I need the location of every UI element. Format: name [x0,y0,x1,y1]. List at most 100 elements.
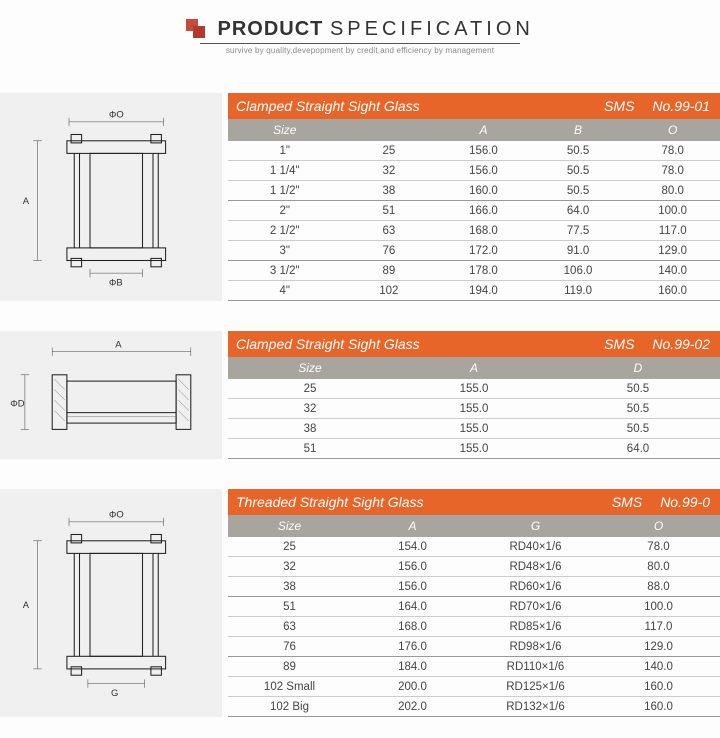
table-row: 2"51166.064.0100.0 [228,201,720,221]
table-cell: RD98×1/6 [474,641,597,653]
col-header: O [597,519,720,533]
table-cell: 78.0 [625,165,720,177]
table-cell: 155.0 [392,423,556,435]
col-header: B [531,123,626,137]
table-cell: 156.0 [436,165,531,177]
table-cell: 168.0 [351,621,474,633]
table-2-no: No.99-02 [652,336,710,352]
table-cell: 168.0 [436,225,531,237]
col-header: Size [228,123,342,137]
table-cell: 88.0 [597,581,720,593]
col-header: A [436,123,531,137]
diagram-3: ΦO A G [0,489,222,717]
dim-label-d2: ΦD [10,399,25,410]
table-3-body: 25154.0RD40×1/678.032156.0RD48×1/680.038… [228,537,720,717]
table-cell: 156.0 [351,561,474,573]
table-cell: 4" [228,285,342,297]
table-row: 32155.050.5 [228,399,720,419]
table-cell: 172.0 [436,245,531,257]
table-row: 102 Big202.0RD132×1/6160.0 [228,697,720,717]
table-row: 38155.050.5 [228,419,720,439]
table-cell: RD40×1/6 [474,541,597,553]
table-cell: 1 1/2" [228,185,342,197]
table-cell: 50.5 [556,403,720,415]
table-2-title: Clamped Straight Sight Glass [236,336,604,352]
table-cell: RD132×1/6 [474,701,597,713]
table-cell: RD85×1/6 [474,621,597,633]
col-header: A [351,519,474,533]
table-2-body: 25155.050.532155.050.538155.050.551155.0… [228,379,720,459]
table-cell: 50.5 [556,383,720,395]
table-2-head: SizeAD [228,357,720,379]
table-cell: RD48×1/6 [474,561,597,573]
table-cell: 156.0 [436,145,531,157]
table-cell: 160.0 [625,285,720,297]
table-1-title: Clamped Straight Sight Glass [236,98,604,114]
table-cell: 76 [228,641,351,653]
col-header: G [474,519,597,533]
table-cell: 102 Small [228,681,351,693]
table-cell: 160.0 [597,681,720,693]
table-row: 51155.064.0 [228,439,720,459]
table-cell: 78.0 [625,145,720,157]
dim-label-o3: ΦO [109,510,124,521]
table-row: 76176.0RD98×1/6129.0 [228,637,720,657]
table-cell: 178.0 [436,265,531,277]
table-cell: 1" [228,145,342,157]
table-row: 3"76172.091.0129.0 [228,241,720,261]
table-cell: RD60×1/6 [474,581,597,593]
table-row: 1"25156.050.578.0 [228,141,720,161]
diagram-3-svg: ΦO A G [6,503,216,703]
table-cell: 32 [342,165,437,177]
table-cell: 200.0 [351,681,474,693]
table-cell: 91.0 [531,245,626,257]
table-cell: 50.5 [531,145,626,157]
table-cell: 119.0 [531,285,626,297]
table-cell: 38 [228,423,392,435]
table-cell: 160.0 [597,701,720,713]
dim-label-b: ΦB [109,277,123,288]
table-cell: 89 [342,265,437,277]
table-cell: 50.5 [556,423,720,435]
table-cell: 3" [228,245,342,257]
table-cell: 51 [228,601,351,613]
table-cell: RD110×1/6 [474,661,597,673]
table-cell: 38 [228,581,351,593]
table-cell: 80.0 [597,561,720,573]
table-1: Clamped Straight Sight Glass SMS No.99-0… [228,93,720,301]
table-1-head: SizeABO [228,119,720,141]
table-cell: RD70×1/6 [474,601,597,613]
table-cell: 155.0 [392,403,556,415]
section-3: ΦO A G Threaded Straight Sight Glass SMS… [0,489,720,717]
dim-label-g3: G [111,688,118,699]
diagram-1-svg: ΦO A ΦB [6,103,216,292]
table-row: 3 1/2"89178.0106.0140.0 [228,261,720,281]
table-cell: 89 [228,661,351,673]
table-cell: 160.0 [436,185,531,197]
table-cell: 100.0 [597,601,720,613]
table-2-std: SMS [604,336,634,352]
table-cell: 184.0 [351,661,474,673]
title-word-2: SPECIFICATION [330,18,534,40]
table-cell: 25 [228,383,392,395]
table-cell: 106.0 [531,265,626,277]
table-row: 89184.0RD110×1/6140.0 [228,657,720,677]
col-header: Size [228,519,351,533]
table-cell: 63 [228,621,351,633]
table-cell: 117.0 [597,621,720,633]
table-cell: 76 [342,245,437,257]
table-cell: 3 1/2" [228,265,342,277]
table-cell: 32 [228,403,392,415]
section-2: A ΦD Clamped Straight Sight Glass SMS No… [0,331,720,459]
dim-label-a: A [23,195,30,206]
table-3-head: SizeAGO [228,515,720,537]
table-3: Threaded Straight Sight Glass SMS No.99-… [228,489,720,717]
table-cell: 117.0 [625,225,720,237]
table-cell: 155.0 [392,443,556,455]
table-cell: 166.0 [436,205,531,217]
table-row: 25155.050.5 [228,379,720,399]
table-cell: 77.5 [531,225,626,237]
table-cell: 176.0 [351,641,474,653]
page-title: PRODUCT SPECIFICATION [218,18,534,41]
table-row: 38156.0RD60×1/688.0 [228,577,720,597]
